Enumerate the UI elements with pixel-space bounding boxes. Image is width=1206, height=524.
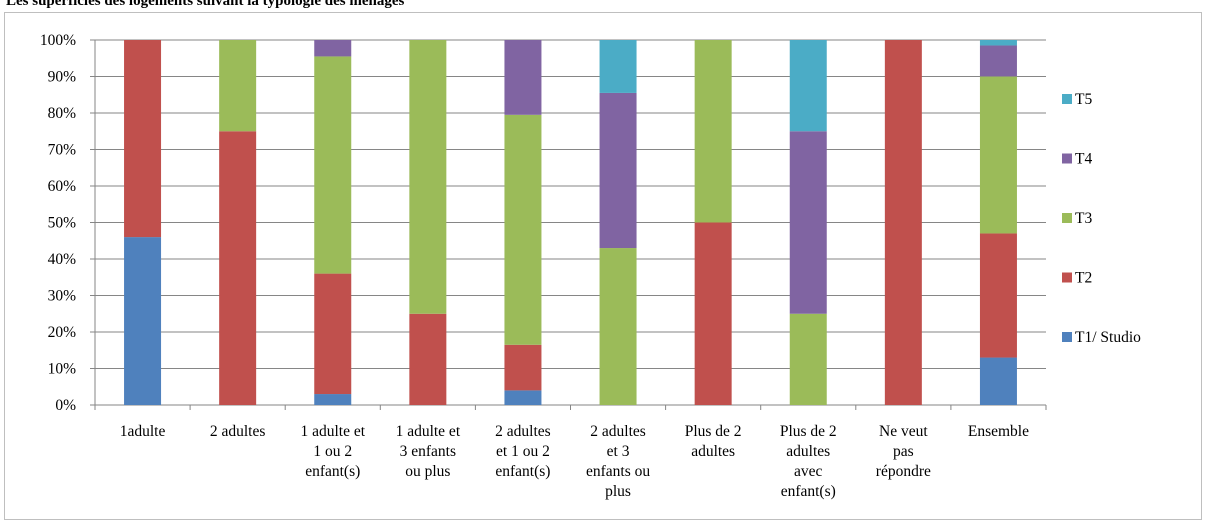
chart-frame [4, 12, 1202, 520]
y-tick-label: 30% [48, 288, 77, 305]
bar-segment-t2 [504, 344, 542, 391]
x-tick-label: Ensemble [968, 423, 1029, 440]
x-tick-label: 2 adultes et 1 ou 2 enfant(s) [495, 423, 551, 480]
bar-segment-t5 [789, 40, 827, 132]
y-tick-label: 90% [48, 69, 77, 86]
bar-segment-t3 [789, 313, 827, 405]
legend-label: T1/ Studio [1075, 329, 1141, 346]
bar-segment-t4 [599, 92, 637, 249]
bar-segment-t4 [314, 40, 352, 57]
x-tick-label: Plus de 2 adultes avec enfant(s) [780, 423, 837, 500]
y-tick-label: 40% [48, 251, 77, 268]
y-tick-label: 20% [48, 324, 77, 341]
x-tick-label: 1 adulte et 3 enfants ou plus [396, 423, 461, 480]
bar-segment-t3 [219, 40, 257, 132]
bar-segment-t2 [694, 222, 732, 405]
x-tick-label: 2 adultes et 3 enfants ou plus [586, 423, 650, 500]
legend-swatch [1062, 94, 1072, 104]
legend-swatch [1062, 153, 1072, 164]
bar-segment-t3 [599, 248, 637, 405]
bar-segment-t4 [979, 45, 1017, 77]
y-tick-label: 70% [48, 142, 77, 159]
bar-segment-t2 [884, 40, 922, 405]
legend-swatch [1062, 213, 1072, 223]
bar-segment-t2 [219, 131, 257, 405]
legend-label: T2 [1075, 270, 1092, 287]
bar-segment-t1-studio [314, 394, 352, 405]
bar-segment-t3 [504, 114, 542, 345]
legend-label: T4 [1075, 151, 1092, 168]
bar-segment-t2 [124, 40, 162, 238]
bar-segment-t3 [979, 76, 1017, 234]
bar-segment-t1-studio [979, 357, 1017, 405]
legend-label: T5 [1075, 91, 1092, 108]
x-tick-label: 1adulte [120, 423, 166, 440]
bar-segment-t3 [409, 40, 447, 314]
legend-label: T3 [1075, 210, 1092, 227]
bar-segment-t4 [504, 40, 542, 115]
bar-segment-t2 [409, 313, 447, 405]
y-tick-label: 0% [55, 397, 76, 414]
bar-segment-t3 [314, 56, 352, 274]
x-tick-label: 1 adulte et 1 ou 2 enfant(s) [300, 423, 365, 480]
bar-segment-t5 [599, 40, 637, 93]
x-tick-label: Ne veut pas répondre [876, 423, 931, 480]
y-tick-label: 50% [48, 215, 77, 232]
y-tick-label: 60% [48, 178, 77, 195]
bar-segment-t4 [789, 131, 827, 314]
x-tick-label: 2 adultes [210, 423, 266, 440]
bar-segment-t1-studio [124, 237, 162, 405]
legend-swatch [1062, 332, 1072, 342]
y-tick-label: 80% [48, 105, 77, 122]
bar-segment-t2 [314, 273, 352, 395]
chart-title: Les superficies des logements suivant la… [6, 0, 405, 9]
y-tick-label: 10% [48, 361, 77, 378]
y-tick-label: 100% [40, 32, 76, 49]
bar-segment-t5 [979, 40, 1017, 46]
legend-swatch [1062, 272, 1072, 283]
x-tick-label: Plus de 2 adultes [685, 423, 742, 460]
bar-segment-t3 [694, 40, 732, 223]
bar-segment-t2 [979, 233, 1017, 358]
bar-segment-t1-studio [504, 390, 542, 405]
